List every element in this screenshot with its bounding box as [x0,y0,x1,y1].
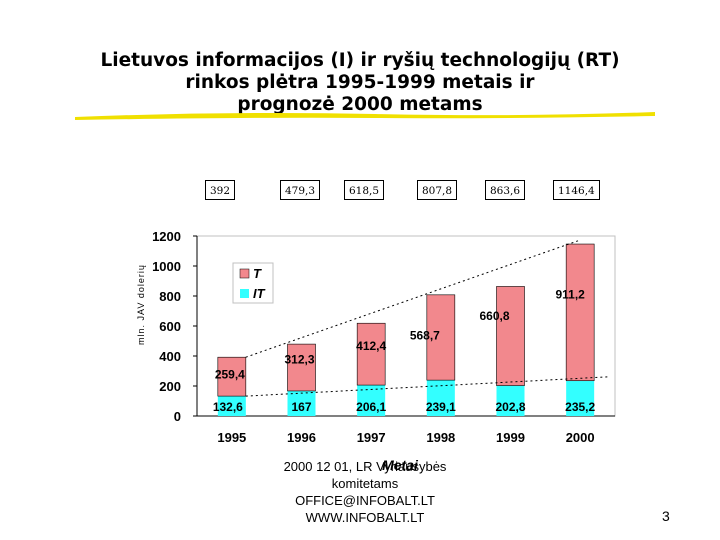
bar-t-2000 [565,243,595,382]
data-label-it-2000: 235,2 [565,400,595,414]
bar-t-1999 [496,286,525,386]
x-tick-label: 1995 [217,430,246,445]
title-line-1: Lietuvos informacijos (I) ir ryšių techn… [100,50,620,71]
trendline-total [245,239,581,358]
bar-it-1995 [217,396,246,416]
y-axis-label: mln. JAV dolerių [136,264,146,345]
title-line-3: prognozė 2000 metams [237,94,483,115]
x-tick-label: 1997 [357,430,386,445]
y-tick-label: 1000 [152,259,181,274]
bar-t-1997 [356,322,386,386]
legend-label-it: IT [253,286,266,301]
y-tick-label: 800 [159,289,181,304]
trendline-it [245,376,611,397]
legend-box [232,262,274,304]
total-label-1996: 479,3 [280,180,321,200]
bar-it-2000 [566,380,595,416]
bar-t-1995 [217,356,247,397]
footer: 2000 12 01, LR Vyriausybės komitetams OF… [270,458,460,526]
y-tick-label: 400 [159,349,181,364]
footer-website: WWW.INFOBALT.LT [305,510,425,525]
total-label-1995: 392 [205,180,236,200]
bar-it-1996 [287,390,316,416]
legend: T IT [232,262,274,304]
footer-line-2: komitetams [331,476,399,491]
data-label-t-1999: 660,8 [479,309,509,323]
data-label-t-1995: 259,4 [215,368,245,382]
data-label-t-1997: 412,4 [356,339,386,353]
data-label-t-2000: 911,2 [555,287,585,301]
x-tick-label: 1999 [496,430,525,445]
x-axis-label: Metai [382,457,419,473]
legend-swatch-it [240,289,249,298]
total-label-1999: 863,6 [485,180,526,200]
footer-email: OFFICE@INFOBALT.LT [295,493,435,508]
data-label-it-1997: 206,1 [356,400,386,414]
y-tick-label: 0 [174,409,181,424]
footer-line-1: 2000 12 01, LR Vyriausybės [283,459,447,474]
data-label-it-1999: 202,8 [495,400,525,414]
data-label-it-1998: 239,1 [426,400,456,414]
data-label-it-1995: 132,6 [213,400,243,414]
total-label-2000: 1146,4 [553,180,600,200]
data-label-t-1996: 312,3 [284,353,314,367]
y-tick-label: 600 [159,319,181,334]
total-label-1997: 618,5 [344,180,385,200]
total-label-1998: 807,8 [417,180,458,200]
bar-t-1996 [287,343,316,392]
slide-title: Lietuvos informacijos (I) ir ryšių techn… [60,50,660,116]
x-tick-label: 1998 [426,430,455,445]
bar-it-1999 [496,385,525,416]
legend-swatch-t [239,268,250,279]
title-line-2: rinkos plėtra 1995-1999 metais ir [185,72,535,93]
x-tick-label: 1996 [287,430,316,445]
data-label-it-1996: 167 [291,400,311,414]
x-tick-label: 2000 [566,430,595,445]
legend-label-t: T [253,266,262,281]
bar-t-1998 [426,294,456,381]
y-tick-label: 200 [159,379,181,394]
title-underline-decoration [75,112,655,120]
y-tick-label: 1200 [152,229,181,244]
page-number: 3 [662,508,670,524]
data-label-t-1998: 568,7 [410,328,440,342]
